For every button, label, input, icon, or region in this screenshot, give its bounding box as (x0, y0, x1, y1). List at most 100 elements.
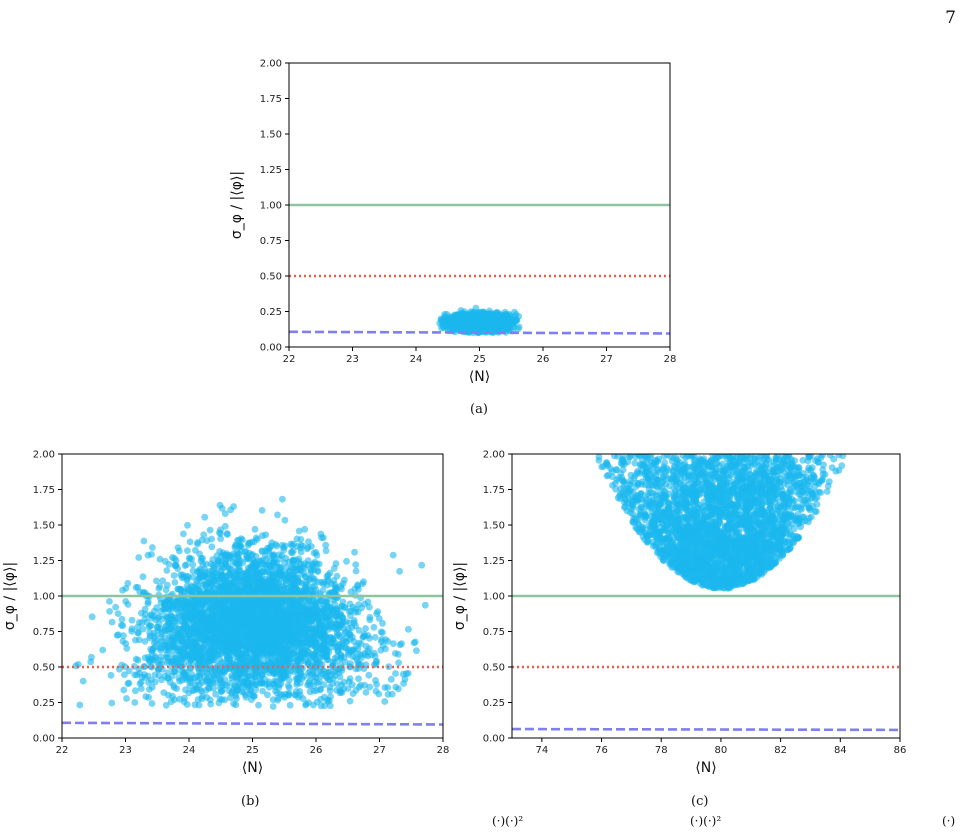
scatter-point (114, 610, 122, 617)
scatter-point (352, 567, 360, 575)
scatter-point (143, 618, 151, 626)
scatter-point (227, 506, 235, 514)
scatter-point (322, 541, 330, 549)
chart-b: 22 23 24 25 26 27 280.000.250.500.751.001.251.… (2, 450, 449, 777)
page-number: 7 (945, 8, 956, 28)
scatter-point (381, 698, 389, 705)
scatter-point (326, 702, 334, 710)
scatter-point (201, 513, 209, 521)
scatter-point (139, 625, 147, 633)
scatter-point (76, 701, 84, 709)
scatter-point (138, 619, 146, 627)
scatter-point (148, 700, 156, 707)
scatter-point (400, 680, 407, 687)
scatter-point (453, 313, 461, 321)
scatter-point (264, 691, 271, 699)
scatter-point (355, 675, 362, 683)
scatter-point (477, 316, 485, 324)
reference-line-dashed (289, 330, 670, 335)
y-tick-label: 0.50 (260, 272, 282, 283)
scatter-point (441, 315, 449, 323)
scatter-point (198, 688, 206, 695)
scatter-point (185, 689, 193, 697)
scatter-point (292, 688, 300, 695)
scatter-point (351, 548, 358, 556)
scatter-points-b (72, 495, 429, 710)
scatter-point (306, 688, 314, 696)
scatter-point (389, 551, 397, 559)
scatter-point (125, 667, 133, 675)
scatter-point (165, 561, 173, 568)
scatter-point (302, 700, 310, 708)
y-tick-label: 1.75 (260, 94, 282, 105)
scatter-point (107, 671, 115, 679)
scatter-point (365, 671, 373, 679)
x-tick-label: 22 (283, 354, 296, 365)
scatter-point (504, 322, 512, 329)
scatter-point (258, 507, 266, 514)
scatter-point (293, 535, 301, 543)
scatter-point (163, 567, 171, 574)
scatter-point (182, 561, 190, 569)
scatter-point (362, 625, 369, 632)
scatter-point (394, 650, 402, 658)
scatter-point (496, 310, 504, 318)
scatter-point (139, 573, 147, 581)
scatter-point (392, 670, 399, 677)
scatter-point (281, 516, 289, 524)
scatter-point (141, 638, 149, 645)
plot-area-a (289, 203, 670, 337)
scatter-point (395, 685, 402, 693)
y-tick-label: 2.00 (260, 59, 282, 70)
scatter-point (88, 613, 96, 621)
scatter-point (453, 325, 460, 332)
scatter-point (483, 318, 491, 326)
scatter-point (154, 623, 162, 631)
scatter-point (108, 699, 116, 707)
scatter-point (170, 684, 178, 691)
y-tick-label: 1.50 (260, 130, 282, 141)
scatter-point (352, 561, 360, 568)
scatter-point (470, 308, 478, 316)
x-tick-label: 23 (346, 354, 359, 365)
scatter-point (295, 527, 303, 535)
y-tick-label: 1.00 (260, 201, 282, 212)
scatter-point (184, 521, 191, 529)
scatter-point (135, 554, 143, 561)
scatter-point (297, 541, 305, 549)
scatter-point (475, 323, 483, 330)
scatter-point (515, 323, 523, 331)
scatter-point (468, 323, 476, 331)
scatter-point (366, 683, 374, 691)
y-tick-label: 0.00 (260, 343, 282, 354)
scatter-point (387, 675, 395, 683)
scatter-point (251, 525, 259, 533)
scatter-point (373, 681, 380, 688)
scatter-point (106, 598, 113, 605)
scatter-point (410, 639, 418, 647)
scatter-point (118, 615, 126, 623)
scatter-point (269, 696, 277, 704)
x-tick-label: 27 (600, 354, 613, 365)
chart-a: 22 23 24 25 26 27 280.000.250.500.751.001.251.… (229, 59, 676, 386)
scatter-point (123, 645, 131, 652)
y-axis-label: σ_φ / |⟨φ⟩| (229, 171, 245, 239)
scatter-point (99, 646, 107, 654)
y-tick-label: 1.25 (260, 165, 282, 176)
scatter-point (343, 557, 350, 565)
scatter-point (87, 658, 95, 666)
scatter-point (128, 625, 136, 633)
scatter-point (493, 320, 500, 328)
scatter-point (144, 551, 152, 559)
x-tick-label: 26 (537, 354, 550, 365)
scatter-point (162, 701, 170, 709)
plot-area-b (62, 495, 443, 726)
y-tick-label: 0.75 (260, 236, 282, 247)
scatter-point (134, 629, 142, 637)
scatter-point (124, 579, 132, 587)
scatter-point (200, 531, 208, 539)
scatter-point (269, 703, 277, 710)
scatter-point (106, 608, 113, 615)
scatter-point (135, 636, 143, 644)
